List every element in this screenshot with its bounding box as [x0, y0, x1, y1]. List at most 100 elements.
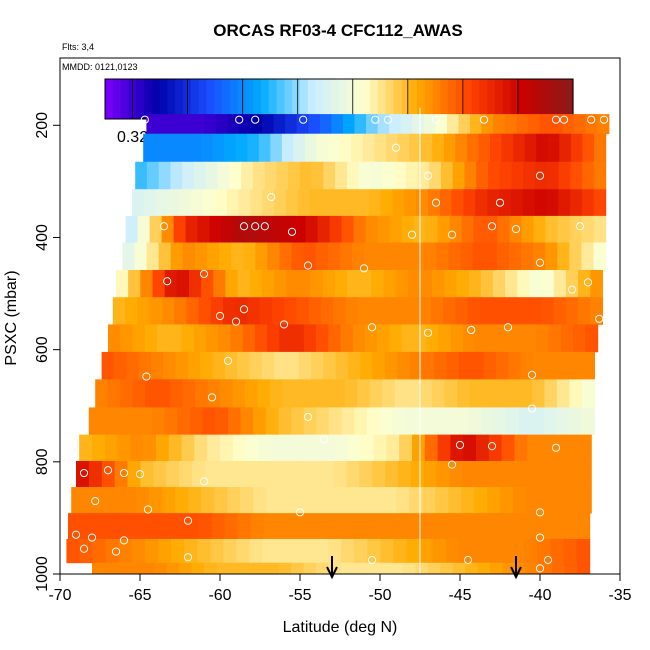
heatmap-cell — [143, 434, 157, 462]
heatmap-cell — [168, 434, 183, 462]
sample-point — [239, 222, 249, 231]
heatmap-cell — [238, 189, 251, 217]
sample-point — [279, 320, 289, 329]
heatmap-cell — [455, 407, 469, 436]
heatmap-cell — [582, 161, 595, 190]
heatmap-cell — [581, 242, 595, 271]
heatmap-cell — [94, 513, 108, 540]
heatmap-cell — [533, 215, 547, 243]
heatmap-cell — [299, 161, 313, 190]
heatmap-cell — [407, 379, 421, 408]
heatmap-cell — [371, 270, 385, 298]
heatmap-cell — [323, 161, 336, 190]
heatmap-cell — [461, 487, 475, 514]
heatmap-cell — [88, 460, 103, 488]
heatmap-cell — [382, 297, 395, 325]
heatmap-cell — [303, 407, 317, 436]
heatmap-cell — [501, 434, 515, 462]
heatmap-cell — [569, 351, 583, 380]
heatmap-cell — [81, 513, 95, 540]
heatmap-cell — [528, 297, 542, 325]
heatmap-cell — [264, 161, 277, 190]
heatmap-cell — [116, 270, 129, 298]
heatmap-cell — [235, 133, 248, 163]
heatmap-cell — [484, 538, 499, 564]
heatmap-cell — [223, 538, 238, 564]
heatmap-cell — [519, 379, 533, 408]
heatmap-cell — [415, 562, 429, 574]
heatmap-cell — [544, 379, 558, 408]
sample-point — [367, 555, 377, 565]
heatmap-cell — [388, 242, 401, 271]
heatmap-cell — [194, 434, 208, 462]
heatmap-cell — [143, 189, 157, 217]
heatmap-cell — [578, 487, 592, 514]
heatmap-cell — [547, 133, 560, 163]
heatmap-cell — [511, 324, 525, 353]
heatmap-cell — [460, 242, 474, 271]
sample-point — [239, 305, 249, 314]
heatmap-cell — [546, 161, 560, 190]
heatmap-cell — [569, 379, 583, 408]
heatmap-cell — [485, 513, 499, 540]
heatmap-cell — [333, 297, 346, 325]
heatmap-cell — [475, 460, 489, 488]
heatmap-cell — [282, 379, 296, 408]
sample-point — [455, 440, 465, 450]
heatmap-cell — [380, 538, 394, 564]
heatmap-cell — [297, 189, 311, 217]
heatmap-cell — [149, 215, 163, 243]
heatmap-cell — [278, 407, 292, 436]
colorbar-segment — [557, 79, 566, 119]
heatmap-cell — [520, 351, 534, 380]
heatmap-cell — [101, 407, 115, 436]
heatmap-cell — [263, 513, 278, 540]
sample-point — [479, 115, 489, 124]
heatmap-cell — [563, 538, 578, 564]
heatmap-cell — [467, 297, 481, 325]
sample-point — [319, 435, 329, 444]
heatmap-cell — [501, 133, 514, 163]
heatmap-cell — [341, 407, 355, 436]
colorbar-segment — [222, 79, 231, 119]
heatmap-cell — [320, 297, 334, 325]
heatmap-cell — [120, 324, 134, 353]
heatmap-cell — [244, 379, 259, 408]
heatmap-cell — [132, 379, 146, 408]
heatmap-cell — [487, 189, 500, 217]
heatmap-cell — [550, 538, 565, 564]
heatmap-cell — [197, 215, 211, 243]
heatmap-cell — [452, 562, 466, 574]
heatmap-cell — [202, 407, 216, 436]
heatmap-cell — [262, 114, 275, 135]
heatmap-cell — [125, 215, 139, 243]
heatmap-cell — [552, 487, 566, 514]
heatmap-cell — [423, 460, 438, 488]
heatmap-cell — [565, 487, 579, 514]
heatmap-cell — [216, 562, 230, 574]
heatmap-cell — [409, 133, 422, 163]
sample-point — [463, 555, 473, 565]
heatmap-cell — [527, 114, 541, 135]
heatmap-cell — [351, 242, 365, 271]
sample-point — [103, 466, 113, 475]
heatmap-cell — [422, 487, 436, 514]
heatmap-cell — [126, 351, 140, 380]
heatmap-cell — [266, 487, 280, 514]
sample-point — [511, 224, 521, 234]
heatmap-cell — [480, 297, 493, 325]
heatmap-cell — [582, 133, 595, 163]
heatmap-cell — [232, 379, 246, 408]
heatmap-cell — [97, 487, 111, 514]
sample-point — [599, 115, 609, 124]
heatmap-cell — [419, 379, 433, 408]
heatmap-cell — [227, 407, 242, 436]
colorbar-segment — [409, 79, 418, 119]
heatmap-cell — [428, 189, 441, 217]
heatmap-cell — [191, 189, 204, 217]
sample-point — [87, 533, 97, 542]
heatmap-cell — [177, 407, 191, 436]
sample-point — [231, 317, 241, 326]
heatmap-cell — [417, 407, 431, 436]
heatmap-cell — [134, 242, 148, 271]
